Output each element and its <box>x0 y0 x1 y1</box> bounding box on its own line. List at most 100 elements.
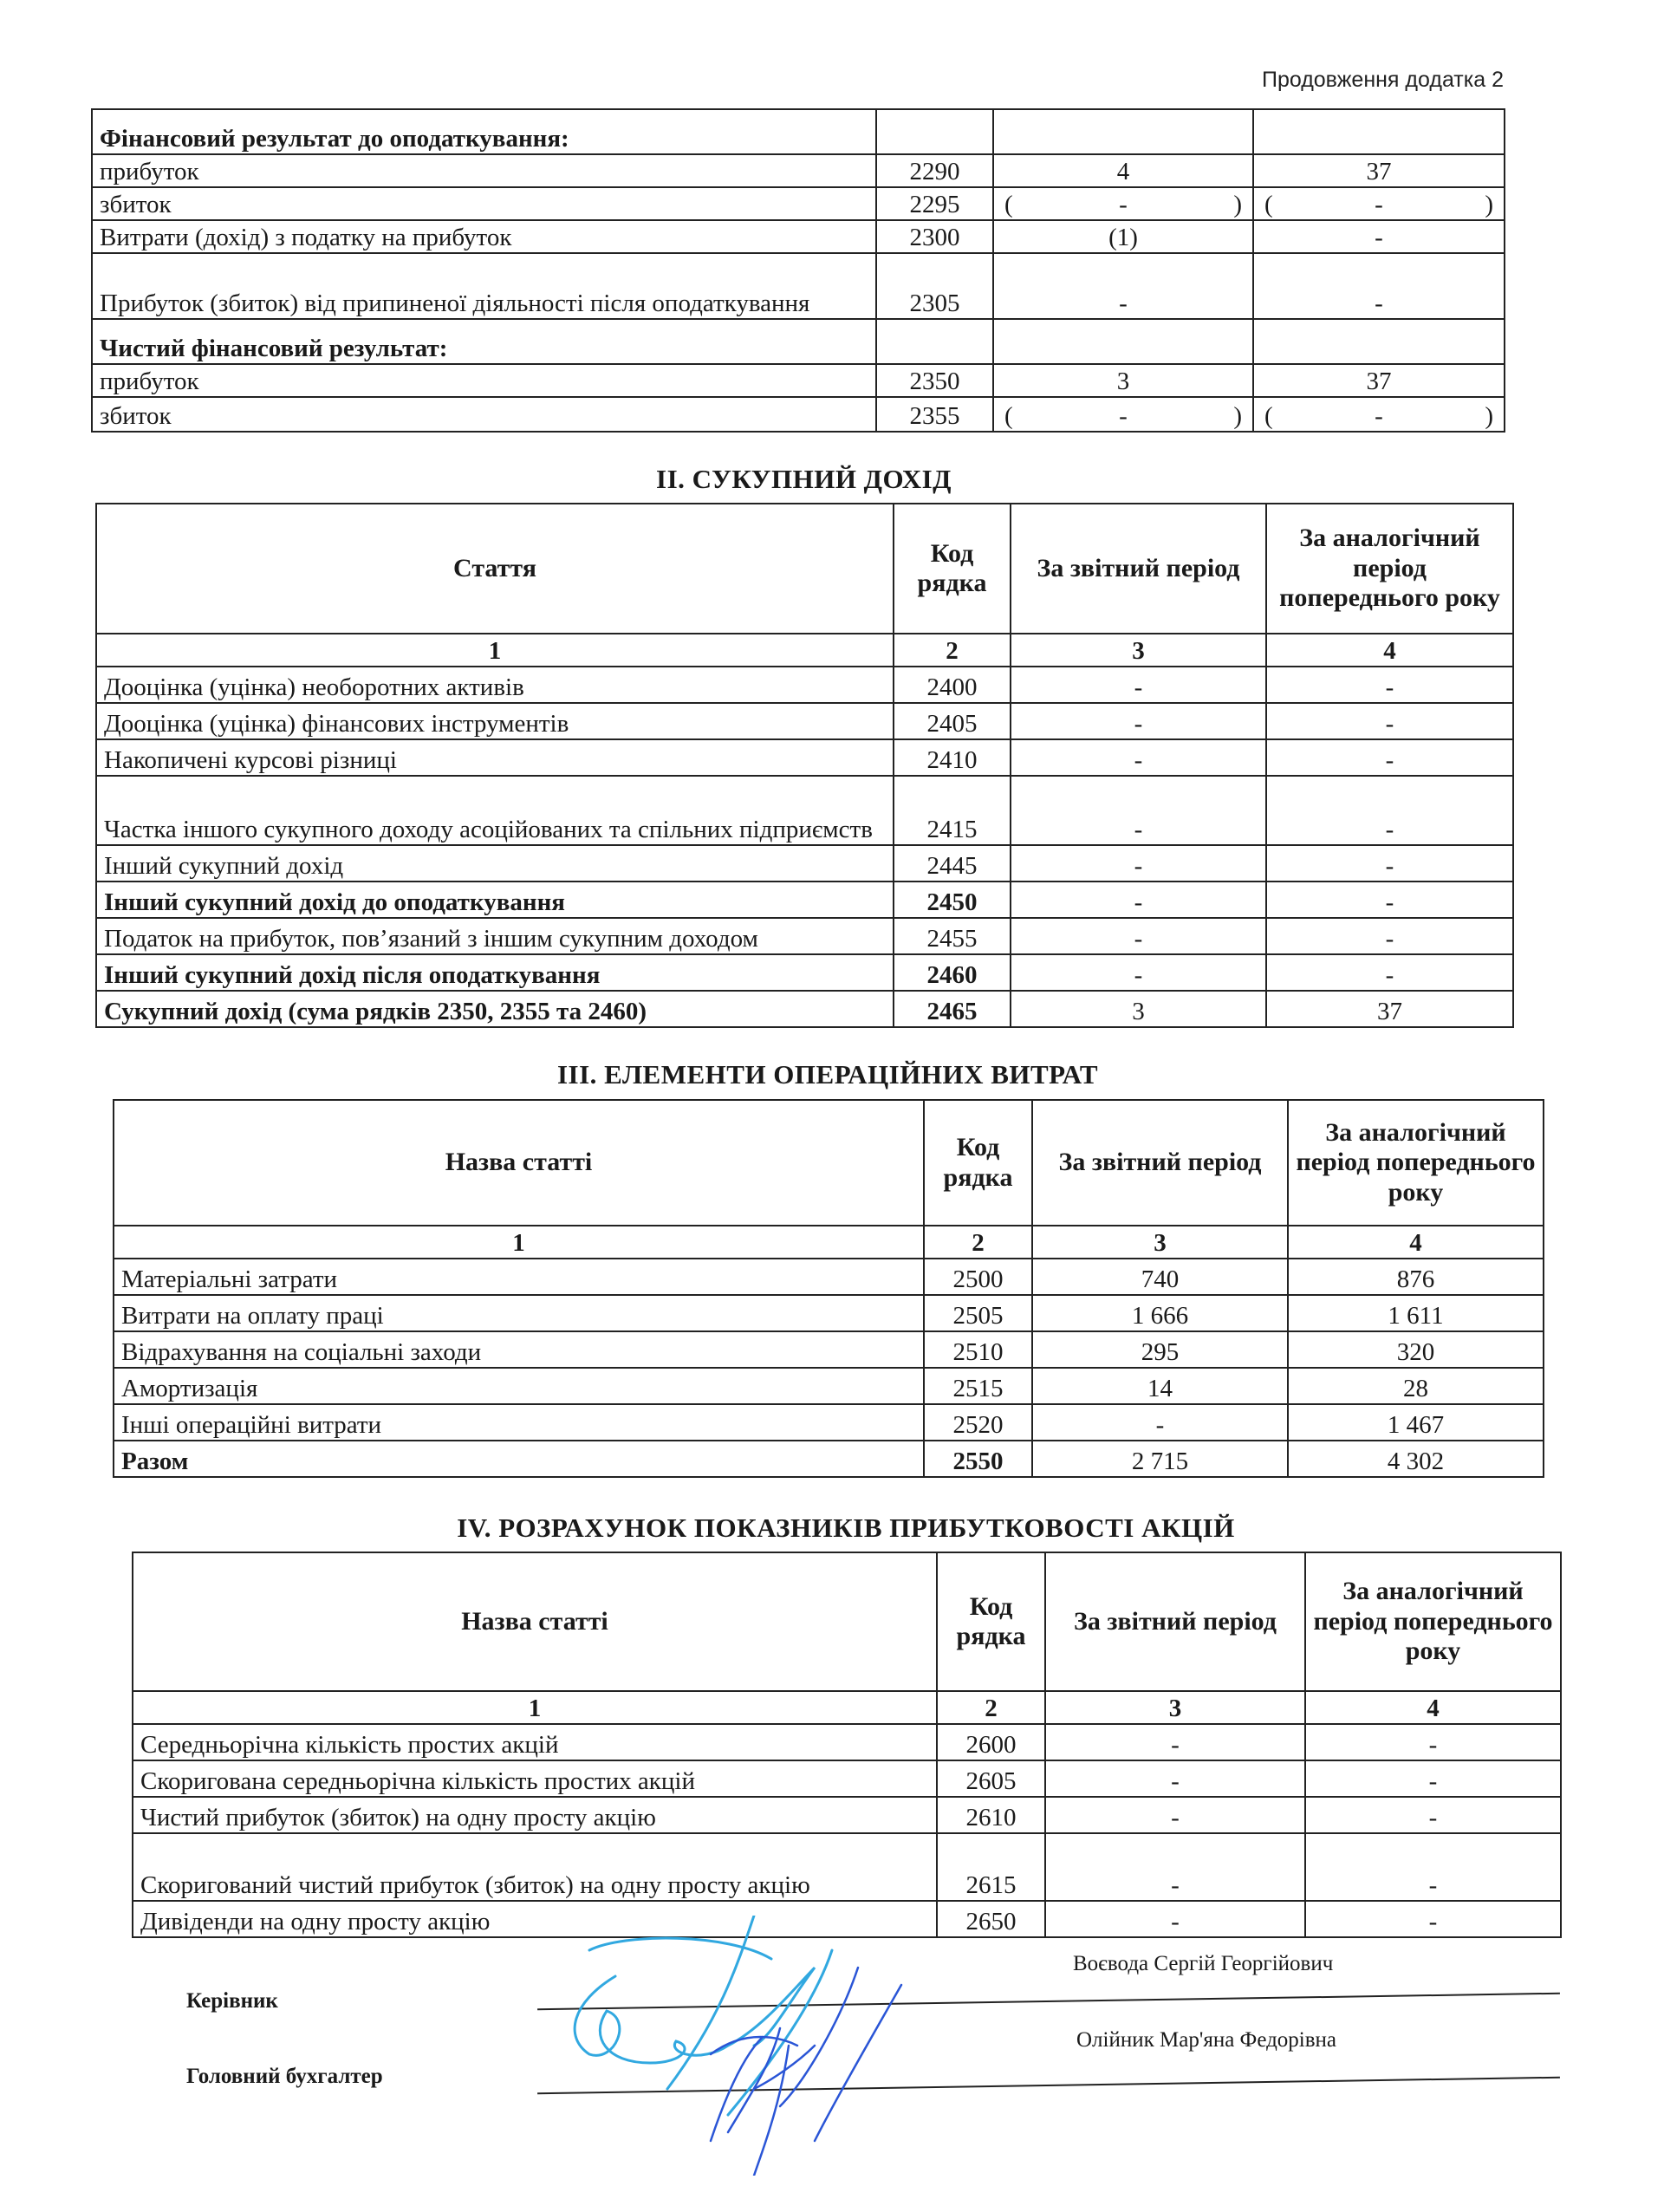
current-cell: - <box>1010 738 1267 777</box>
row-label: Накопичені курсові різниці <box>95 738 894 777</box>
close-paren: ) <box>1233 190 1242 218</box>
row-code: 2515 <box>923 1367 1033 1405</box>
current-cell: (-) <box>992 186 1254 221</box>
previous-cell: - <box>1265 702 1514 740</box>
current-cell: - <box>1010 844 1267 882</box>
previous-cell: - <box>1265 881 1514 919</box>
row-label: Витрати (дохід) з податку на прибуток <box>91 219 877 254</box>
row-code <box>875 108 994 155</box>
current-value: - <box>1119 190 1128 218</box>
current-cell: - <box>1010 881 1267 919</box>
table-row: прибуток 2350 3 37 <box>91 363 1505 398</box>
column-number: 3 <box>1031 1225 1289 1259</box>
row-label: Дооцінка (уцінка) фінансових інструменті… <box>95 702 894 740</box>
previous-cell: (-) <box>1252 396 1505 433</box>
row-label: Інший сукупний дохід після оподаткування <box>95 953 894 992</box>
column-number: 2 <box>936 1690 1046 1725</box>
current-cell: - <box>1010 702 1267 740</box>
row-code: 2290 <box>875 153 994 188</box>
row-label: Прибуток (збиток) від припиненої діяльно… <box>91 252 877 320</box>
column-header: За звітний період <box>1010 503 1267 634</box>
row-code: 2510 <box>923 1330 1033 1369</box>
row-code <box>875 318 994 365</box>
previous-cell: - <box>1265 666 1514 704</box>
section-title-share-profitability: IV. РОЗРАХУНОК ПОКАЗНИКІВ ПРИБУТКОВОСТІ … <box>457 1513 1235 1543</box>
row-label: Фінансовий результат до оподаткування: <box>91 108 877 155</box>
row-label: Податок на прибуток, пов’язаний з іншим … <box>95 917 894 955</box>
previous-cell: 320 <box>1287 1330 1544 1369</box>
previous-cell: - <box>1265 738 1514 777</box>
current-cell: 740 <box>1031 1258 1289 1296</box>
row-code: 2305 <box>875 252 994 320</box>
share-profitability-table: Назва статті Код рядка За звітний період За… <box>132 1552 1562 1938</box>
row-code: 2450 <box>893 881 1011 919</box>
row-code: 2460 <box>893 953 1011 992</box>
table-row: Інший сукупний дохід до оподаткування 245… <box>95 881 1514 919</box>
current-cell: - <box>992 252 1254 320</box>
previous-cell: - <box>1304 1900 1562 1938</box>
table-row: Інший сукупний дохід 2445- - <box>95 844 1514 882</box>
accountant-label: Головний бухгалтер <box>186 2065 383 2088</box>
current-cell: - <box>1044 1832 1306 1902</box>
column-number: 4 <box>1265 633 1514 667</box>
table-row: Чистий фінансовий результат: <box>91 318 1505 365</box>
table-row: Накопичені курсові різниці 2410- - <box>95 738 1514 777</box>
table-row: збиток 2295 (-) (-) <box>91 186 1505 221</box>
row-label: Матеріальні затрати <box>113 1258 925 1296</box>
row-code: 2600 <box>936 1723 1046 1761</box>
table-row: Скоригована середньорічна кількість прос… <box>132 1760 1562 1798</box>
column-header: За аналогічний період попереднього року <box>1287 1099 1544 1226</box>
current-cell: - <box>1044 1723 1306 1761</box>
accountant-name: Олійник Мар'яна Федорівна <box>1076 2028 1337 2052</box>
table-row: Матеріальні затрати 2500 740 876 <box>113 1258 1544 1296</box>
previous-cell: - <box>1265 953 1514 992</box>
previous-cell: - <box>1265 775 1514 846</box>
row-label: Чистий прибуток (збиток) на одну просту … <box>132 1796 938 1834</box>
row-code: 2605 <box>936 1760 1046 1798</box>
row-label: Відрахування на соціальні заходи <box>113 1330 925 1369</box>
current-cell: 1 666 <box>1031 1294 1289 1332</box>
column-number: 3 <box>1044 1690 1306 1725</box>
parenthesized-value: (-) <box>1001 191 1245 219</box>
column-header: За аналогічний період попереднього року <box>1265 503 1514 634</box>
row-label: Середньорічна кількість простих акцій <box>132 1723 938 1761</box>
table-row: Середньорічна кількість простих акцій 260… <box>132 1723 1562 1761</box>
previous-cell: - <box>1304 1760 1562 1798</box>
current-value: - <box>1119 401 1128 430</box>
row-label: Витрати на оплату праці <box>113 1294 925 1332</box>
previous-cell: 37 <box>1252 153 1505 188</box>
column-header: За звітний період <box>1031 1099 1289 1226</box>
row-label: Дооцінка (уцінка) необоротних активів <box>95 666 894 704</box>
current-cell: 14 <box>1031 1367 1289 1405</box>
previous-value: - <box>1375 190 1383 218</box>
table-row: Разом 2550 2 715 4 302 <box>113 1440 1544 1478</box>
previous-cell: 37 <box>1265 990 1514 1028</box>
current-cell: (-) <box>992 396 1254 433</box>
previous-cell: - <box>1304 1723 1562 1761</box>
table-row: прибуток 2290 4 37 <box>91 153 1505 188</box>
current-cell: - <box>1010 917 1267 955</box>
row-label: Дивіденди на одну просту акцію <box>132 1900 938 1938</box>
row-code: 2615 <box>936 1832 1046 1902</box>
table-row: Скоригований чистий прибуток (збиток) на… <box>132 1832 1562 1902</box>
header-row: Назва статті Код рядка За звітний період За… <box>113 1099 1544 1226</box>
table-row: Відрахування на соціальні заходи 2510 295 3… <box>113 1330 1544 1369</box>
column-header: Назва статті <box>132 1552 938 1692</box>
current-cell <box>992 108 1254 155</box>
row-code: 2445 <box>893 844 1011 882</box>
row-code: 2650 <box>936 1900 1046 1938</box>
table-row: Дооцінка (уцінка) фінансових інструменті… <box>95 702 1514 740</box>
column-number: 1 <box>113 1225 925 1259</box>
row-label: прибуток <box>91 363 877 398</box>
table-row: Витрати на оплату праці 2505 1 666 1 611 <box>113 1294 1544 1332</box>
table-row: Дооцінка (уцінка) необоротних активів 240… <box>95 666 1514 704</box>
previous-cell: 37 <box>1252 363 1505 398</box>
table-row: Витрати (дохід) з податку на прибуток 230… <box>91 219 1505 254</box>
row-label: Інші операційні витрати <box>113 1403 925 1441</box>
director-signature-stroke <box>573 1916 834 2117</box>
financial-result-table: Фінансовий результат до оподаткування: пр… <box>91 108 1505 433</box>
current-cell: - <box>1010 666 1267 704</box>
current-cell <box>992 318 1254 365</box>
